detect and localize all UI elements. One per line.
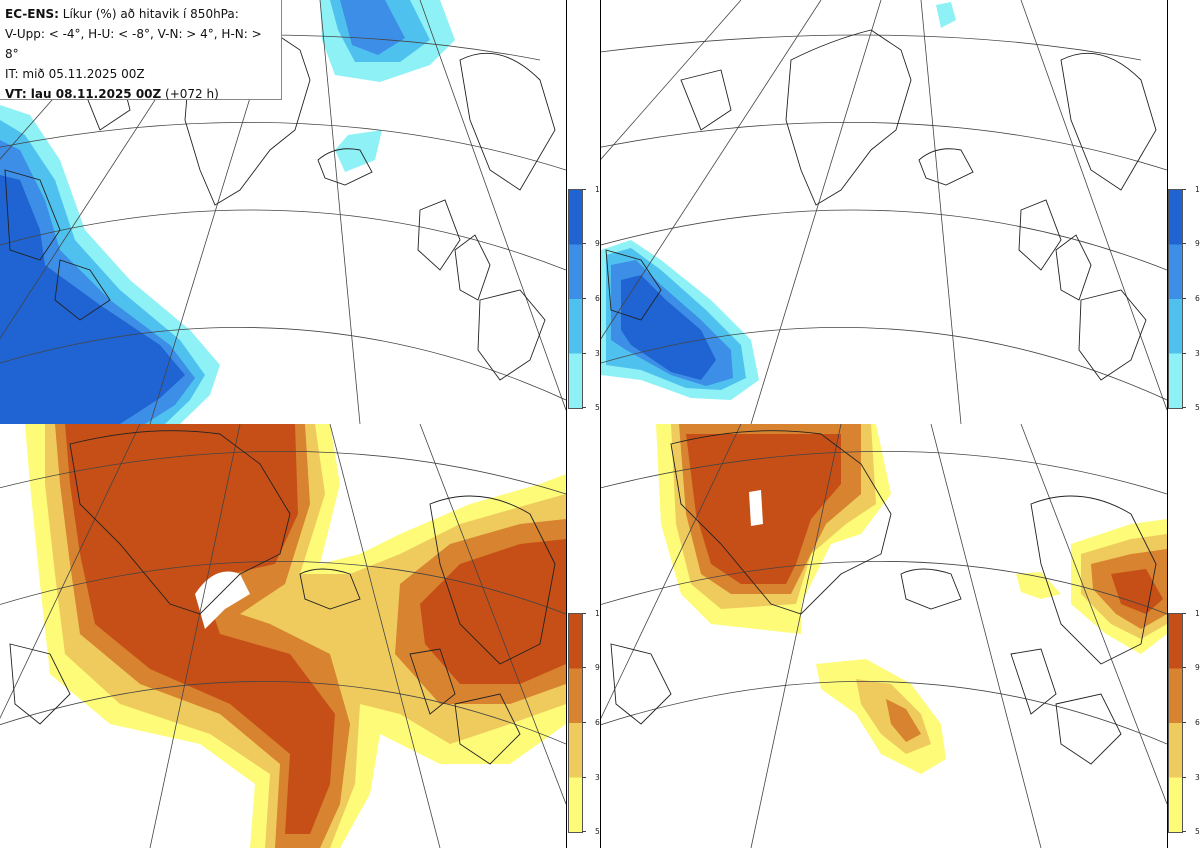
map-panel-warm-4 [0, 424, 567, 848]
tick-95: 95 [595, 663, 605, 672]
graticule [601, 0, 1167, 424]
prob-65-south [886, 699, 921, 742]
tick-5: 5 [1195, 403, 1200, 412]
coastlines [610, 430, 1157, 765]
map-panel-cold-4: EC-ENS: Líkur (%) að hitavik í 850hPa: V… [0, 0, 567, 425]
coastlines [9, 430, 556, 765]
init-time: IT: mið 05.11.2025 00Z [5, 67, 145, 81]
lead-time: (+072 h) [165, 87, 219, 101]
tick-5: 5 [1195, 827, 1200, 836]
legend-panel-3: 100 95 65 35 5 [568, 609, 609, 837]
graticule [0, 424, 566, 848]
legend-panel-1: 100 95 65 35 5 [568, 185, 609, 413]
threshold-description: V-Upp: < -4°, H-U: < -8°, V-N: > 4°, H-N… [5, 27, 262, 61]
prob-95 [686, 434, 841, 584]
map-panel-cold-8 [600, 0, 1168, 425]
map-warm-8-svg [601, 424, 1167, 848]
colorbar-cold [1168, 189, 1183, 409]
chart-info-box: EC-ENS: Líkur (%) að hitavik í 850hPa: V… [0, 0, 282, 101]
legend-panel-2: 100 95 65 35 5 [1168, 185, 1200, 413]
tick-95: 95 [595, 239, 605, 248]
tick-5: 5 [595, 403, 600, 412]
chart-title: Líkur (%) að hitavik í 850hPa: [62, 7, 239, 21]
map-cold-8-svg [601, 0, 1167, 424]
colorbar-warm [1168, 613, 1183, 833]
colorbar-warm [568, 613, 583, 833]
prob-95 [65, 424, 566, 834]
tick-65: 65 [1195, 718, 1200, 727]
coastlines [4, 29, 556, 381]
tick-65: 65 [595, 718, 605, 727]
prob-5-north [936, 2, 956, 28]
colorbar-cold [568, 189, 583, 409]
product-name: EC-ENS: [5, 7, 59, 21]
tick-65: 65 [1195, 294, 1200, 303]
tick-35: 35 [1195, 349, 1200, 358]
prob-95 [0, 175, 185, 424]
prob-95 [621, 275, 716, 380]
tick-100: 100 [1195, 185, 1200, 194]
tick-35: 35 [1195, 773, 1200, 782]
clear-gap [749, 490, 763, 526]
tick-35: 35 [595, 773, 605, 782]
valid-time: VT: lau 08.11.2025 00Z [5, 87, 162, 101]
prob-65-north [340, 0, 405, 55]
tick-95: 95 [1195, 663, 1200, 672]
map-warm-4-svg [0, 424, 566, 848]
tick-95: 95 [1195, 239, 1200, 248]
coastlines [605, 29, 1157, 381]
legend-panel-4: 100 95 65 35 5 [1168, 609, 1200, 837]
graticule [601, 424, 1167, 848]
tick-5: 5 [595, 827, 600, 836]
clear-gap [195, 571, 250, 629]
tick-35: 35 [595, 349, 605, 358]
tick-100: 100 [1195, 609, 1200, 618]
prob-5-mid [1016, 572, 1061, 599]
map-cold-4-svg [0, 0, 566, 424]
prob-95-east [1111, 569, 1163, 614]
map-panel-warm-8 [600, 424, 1168, 848]
prob-5-iceland [335, 130, 382, 172]
tick-65: 65 [595, 294, 605, 303]
